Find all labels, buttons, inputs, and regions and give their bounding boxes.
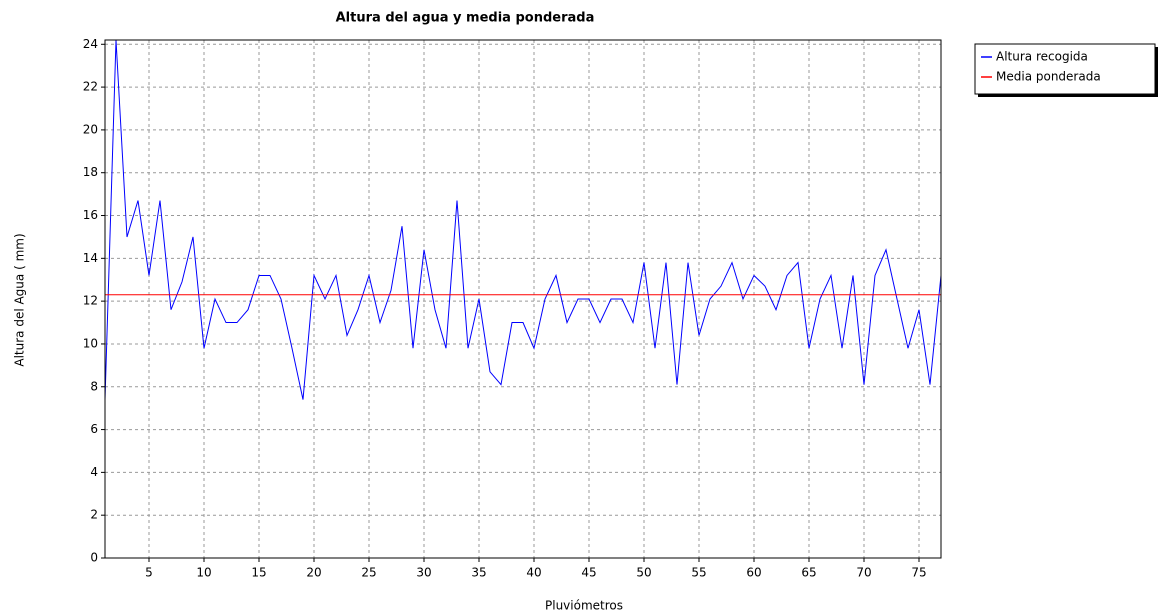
- y-tick-label: 20: [83, 122, 98, 136]
- y-tick-label: 0: [90, 551, 98, 565]
- x-tick-label: 45: [581, 566, 596, 580]
- y-tick-label: 6: [90, 422, 98, 436]
- x-tick-label: 25: [361, 566, 376, 580]
- x-tick-label: 30: [416, 566, 431, 580]
- chart-title: Altura del agua y media ponderada: [336, 11, 595, 26]
- legend-label: Media ponderada: [996, 70, 1101, 84]
- y-tick-label: 8: [90, 379, 98, 393]
- data-line: [104, 39, 942, 400]
- y-tick-label: 2: [90, 508, 98, 522]
- x-tick-label: 10: [196, 566, 211, 580]
- x-tick-label: 40: [526, 566, 541, 580]
- x-tick-label: 55: [691, 566, 706, 580]
- y-tick-label: 4: [90, 465, 98, 479]
- x-tick-label: 5: [145, 566, 153, 580]
- y-tick-label: 18: [83, 165, 98, 179]
- plot-area: [105, 40, 941, 558]
- y-tick-label: 24: [83, 37, 98, 51]
- legend: [974, 43, 1156, 95]
- x-tick-label: 20: [306, 566, 321, 580]
- legend-label: Altura recogida: [996, 50, 1088, 64]
- x-tick-label: 50: [636, 566, 651, 580]
- x-tick-label: 65: [801, 566, 816, 580]
- y-tick-label: 14: [83, 251, 98, 265]
- x-axis-label: Pluviómetros: [545, 599, 623, 613]
- y-tick-label: 12: [83, 294, 98, 308]
- x-tick-label: 60: [746, 566, 761, 580]
- y-tick-label: 16: [83, 208, 98, 222]
- y-tick-label: 10: [83, 336, 98, 350]
- x-tick-label: 70: [856, 566, 871, 580]
- y-tick-label: 22: [83, 80, 98, 94]
- plot-border: [104, 39, 942, 559]
- x-tick-label: 15: [251, 566, 266, 580]
- x-tick-label: 35: [471, 566, 486, 580]
- y-axis-label: Altura del Agua ( mm): [13, 233, 27, 366]
- x-tick-label: 75: [911, 566, 926, 580]
